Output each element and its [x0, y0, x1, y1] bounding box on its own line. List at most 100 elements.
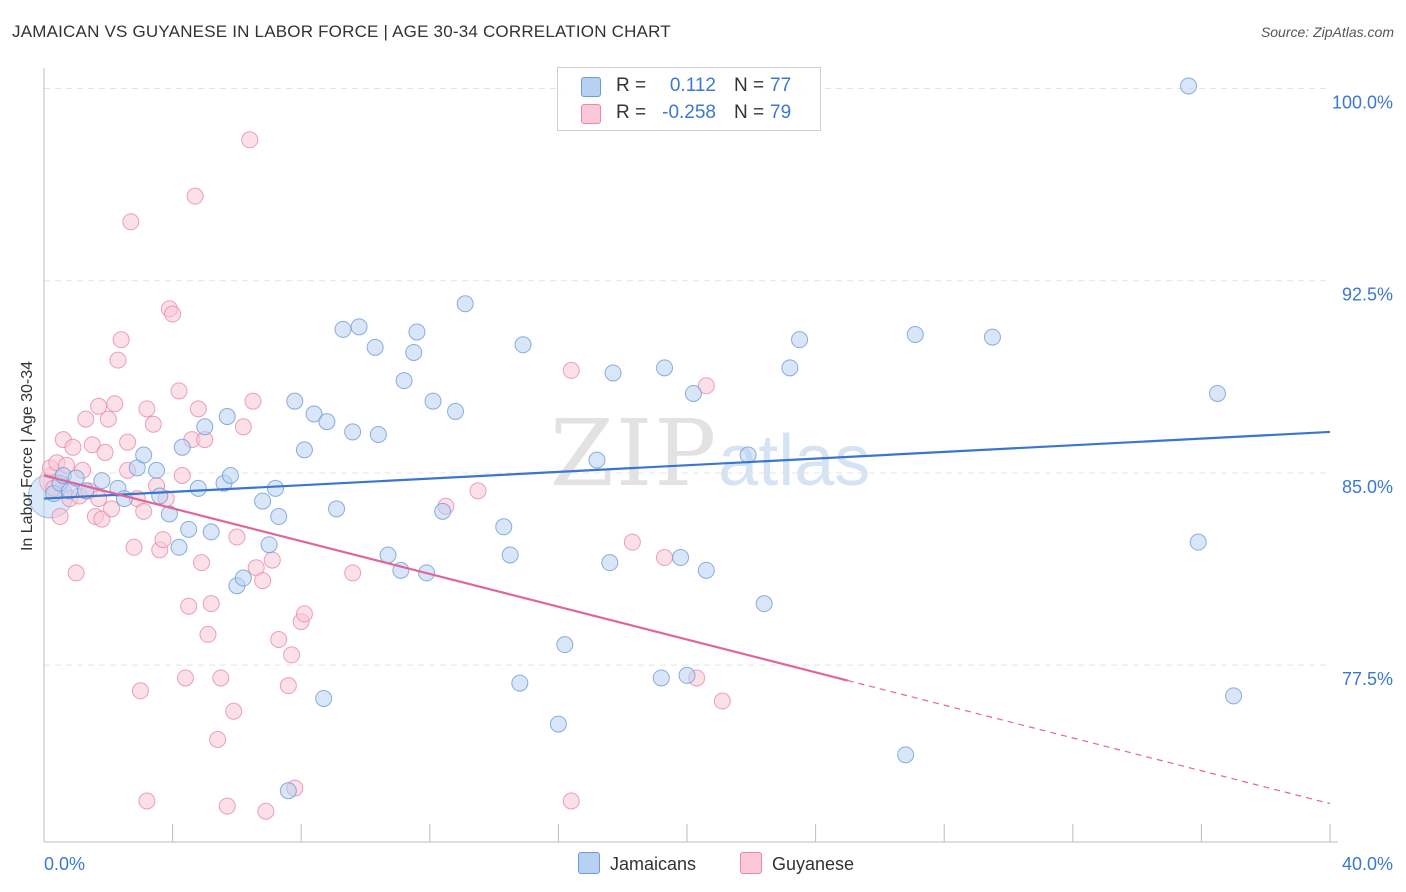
jamaican-point — [295, 441, 313, 459]
stats-r-value: -0.258 — [662, 102, 716, 123]
jamaican-point — [189, 479, 207, 497]
jamaican-point — [791, 331, 809, 349]
stats-n-value: 79 — [770, 102, 792, 123]
jamaican-point — [344, 423, 362, 441]
jamaican-point — [456, 295, 474, 313]
jamaican-point — [173, 438, 191, 456]
guyanese-point — [125, 538, 143, 556]
correlation-stats-box: R = 0.112 N = 77 R = -0.258 N = 79 — [557, 67, 821, 131]
jamaican-point — [151, 487, 169, 505]
chart-title: JAMAICAN VS GUYANESE IN LABOR FORCE | AG… — [12, 22, 671, 41]
guyanese-point — [189, 400, 207, 418]
jamaican-point — [897, 746, 915, 764]
guyanese-point — [109, 351, 127, 369]
guyanese-point — [623, 533, 641, 551]
jamaican-point — [135, 446, 153, 464]
jamaican-point — [260, 536, 278, 554]
jamaican-point — [495, 518, 513, 536]
y-axis-label: In Labor Force | Age 30-34 — [19, 360, 36, 552]
guyanese-point — [270, 631, 288, 649]
guyanese-point — [173, 467, 191, 485]
guyanese-point — [283, 646, 301, 664]
jamaican-point — [328, 500, 346, 518]
jamaican-point — [678, 666, 696, 684]
jamaican-point — [93, 472, 111, 490]
jamaican-point — [334, 320, 352, 338]
guyanese-trend-line — [43, 474, 849, 682]
jamaican-point — [1189, 533, 1207, 551]
jamaican-point — [369, 425, 387, 443]
watermark: ZIPatlas — [550, 400, 870, 507]
guyanese-point — [154, 531, 172, 549]
jamaican-point — [514, 336, 532, 354]
guyanese-point — [135, 502, 153, 520]
jamaican-point — [160, 505, 178, 523]
guyanese-point — [144, 415, 162, 433]
legend-swatch-jamaicans — [578, 852, 600, 874]
jamaican-point — [318, 413, 336, 431]
jamaican-point — [148, 461, 166, 479]
guyanese-point — [241, 131, 259, 149]
jamaican-point — [218, 408, 236, 426]
stats-row-guyanese: R = -0.258 N = 79 — [558, 100, 820, 128]
jamaican-point — [501, 546, 519, 564]
jamaican-point — [170, 538, 188, 556]
y-tick-label: 85.0% — [1342, 477, 1393, 497]
guyanese-point — [713, 692, 731, 710]
watermark-zip: ZIP — [550, 400, 719, 507]
jamaican-point — [221, 467, 239, 485]
legend-item-jamaicans[interactable]: Jamaicans — [578, 852, 696, 875]
jamaican-point — [697, 561, 715, 579]
jamaican-point — [270, 508, 288, 526]
jamaican-point — [652, 669, 670, 687]
jamaican-point — [549, 715, 567, 733]
guyanese-point — [193, 554, 211, 572]
jamaican-point — [1208, 384, 1226, 402]
jamaican-point — [588, 451, 606, 469]
jamaican-point — [906, 326, 924, 344]
jamaicans-trend-line — [43, 430, 1331, 500]
guyanese-point — [212, 669, 230, 687]
guyanese-point — [562, 361, 580, 379]
jamaican-point — [366, 338, 384, 356]
stats-row-jamaicans: R = 0.112 N = 77 — [558, 73, 820, 101]
stats-r-label: R = — [616, 75, 647, 96]
guyanese-point — [244, 392, 262, 410]
legend-label-guyanese: Guyanese — [772, 854, 855, 874]
jamaican-point — [202, 523, 220, 541]
jamaican-point — [684, 384, 702, 402]
jamaican-point — [511, 674, 529, 692]
guyanese-point — [67, 564, 85, 582]
guyanese-point — [119, 433, 137, 451]
guyanese-point — [257, 802, 275, 820]
jamaican-point — [254, 492, 272, 510]
jamaican-point — [447, 402, 465, 420]
jamaican-point — [395, 372, 413, 390]
jamaican-point — [180, 520, 198, 538]
jamaican-point — [408, 323, 426, 341]
x-tick-label: 0.0% — [44, 854, 85, 874]
jamaican-point — [1180, 77, 1198, 95]
guyanese-point — [469, 482, 487, 500]
jamaican-point — [279, 782, 297, 800]
legend-swatch-guyanese — [740, 852, 762, 874]
guyanese-point — [103, 500, 121, 518]
guyanese-point — [228, 528, 246, 546]
jamaican-point — [266, 479, 284, 497]
stats-r-label: R = — [616, 102, 647, 123]
guyanese-point — [199, 625, 217, 643]
jamaican-point — [1225, 687, 1243, 705]
jamaican-point — [379, 546, 397, 564]
guyanese-point — [180, 597, 198, 615]
guyanese-point — [106, 395, 124, 413]
guyanese-point — [263, 551, 281, 569]
guyanese-point — [77, 410, 95, 428]
stats-swatch-guyanese — [581, 104, 601, 124]
guyanese-point — [344, 564, 362, 582]
jamaican-point — [286, 392, 304, 410]
guyanese-point — [131, 682, 149, 700]
guyanese-point — [225, 702, 243, 720]
legend-item-guyanese[interactable]: Guyanese — [740, 852, 854, 875]
stats-n-value: 77 — [770, 75, 792, 96]
guyanese-point — [218, 797, 236, 815]
